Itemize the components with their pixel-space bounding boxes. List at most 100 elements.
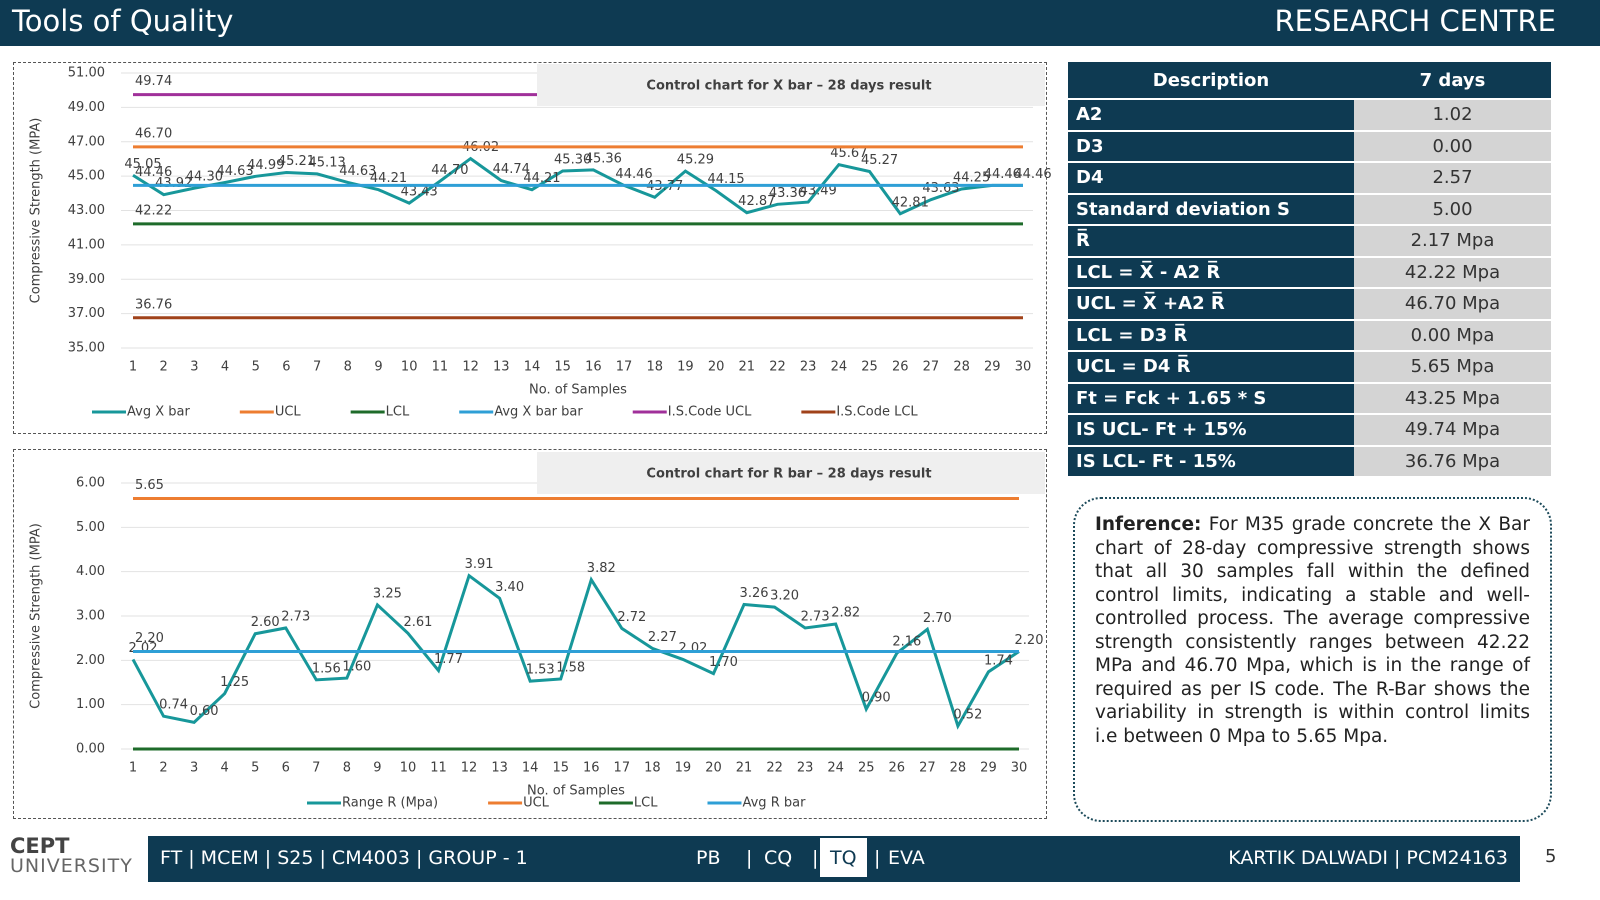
nav-item[interactable]: PB — [696, 847, 721, 869]
row-label: Ft = Fck + 1.65 * S — [1068, 383, 1354, 413]
data-label: 3.20 — [770, 589, 799, 604]
limit-label: 42.22 — [135, 203, 172, 218]
x-tick-label: 22 — [769, 360, 786, 375]
data-label: 45.21 — [278, 154, 315, 169]
footer-bar: FT | MCEM | S25 | CM4003 | GROUP - 1 PB … — [148, 836, 1520, 882]
y-tick-label: 35.00 — [68, 341, 105, 356]
y-tick-label: 41.00 — [68, 237, 105, 252]
x-tick-label: 29 — [980, 761, 997, 776]
data-label: 42.81 — [892, 195, 929, 210]
table-row: IS LCL- Ft - 15% 36.76 Mpa — [1068, 446, 1551, 476]
x-tick-label: 18 — [644, 761, 661, 776]
x-tick-label: 28 — [953, 360, 970, 375]
row-value: 0.00 — [1354, 131, 1551, 161]
data-label: 1.53 — [526, 663, 555, 678]
row-label: UCL = D4 R̅ — [1068, 352, 1354, 382]
data-label: 0.60 — [190, 704, 219, 719]
x-tick-label: 20 — [705, 761, 722, 776]
nav-item-active[interactable]: TQ — [820, 838, 867, 877]
y-axis-label: Compressive Strength (MPA) — [29, 523, 44, 709]
x-tick-label: 14 — [524, 360, 541, 375]
data-label: 43.92 — [155, 176, 192, 191]
x-tick-label: 20 — [708, 360, 725, 375]
row-label: IS LCL- Ft - 15% — [1068, 446, 1354, 476]
data-label: 44.15 — [707, 172, 744, 187]
legend-label: LCL — [634, 796, 658, 811]
title-box — [537, 452, 1045, 494]
data-label: 44.74 — [493, 162, 530, 177]
table-row: Standard deviation S 5.00 — [1068, 194, 1551, 224]
x-tick-label: 13 — [491, 761, 508, 776]
chart-title: Control chart for X bar – 28 days result — [646, 79, 931, 94]
nav-sep: | — [874, 847, 881, 869]
data-label: 44.46 — [1014, 167, 1051, 182]
limit-label: 44.46 — [135, 165, 172, 180]
logo-text: CEPT — [10, 834, 70, 858]
x-tick-label: 13 — [493, 360, 510, 375]
y-tick-label: 3.00 — [76, 609, 105, 624]
charts: 35.0037.0039.0041.0043.0045.0047.0049.00… — [29, 64, 1052, 811]
logo-sub: UNIVERSITY — [10, 855, 133, 877]
table-header: 7 days — [1354, 62, 1551, 98]
data-label: 43.36 — [769, 186, 806, 201]
chart-frame — [13, 449, 1047, 819]
x-tick-label: 6 — [282, 761, 290, 776]
y-tick-label: 39.00 — [68, 272, 105, 287]
legend-label: I.S.Code LCL — [836, 405, 918, 420]
y-tick-label: 51.00 — [68, 66, 105, 81]
data-label: 44.21 — [370, 171, 407, 186]
data-label: 44.46 — [984, 167, 1021, 182]
x-tick-label: 3 — [190, 761, 198, 776]
x-tick-label: 24 — [831, 360, 848, 375]
data-label: 1.77 — [434, 652, 463, 667]
data-label: 1.58 — [556, 660, 585, 675]
inference-label: Inference: — [1095, 514, 1202, 535]
x-tick-label: 25 — [858, 761, 875, 776]
data-label: 44.25 — [953, 171, 990, 186]
limit-label: 49.74 — [135, 74, 172, 89]
data-label: 1.74 — [984, 653, 1013, 668]
legend-label: Avg R bar — [742, 796, 806, 811]
y-tick-label: 37.00 — [68, 306, 105, 321]
legend-label: LCL — [386, 405, 410, 420]
x-tick-label: 21 — [736, 761, 753, 776]
y-tick-label: 45.00 — [68, 169, 105, 184]
inference-text: For M35 grade concrete the X Bar chart o… — [1095, 514, 1530, 747]
data-label: 44.70 — [431, 163, 468, 178]
header-bar: Tools of Quality RESEARCH CENTRE — [0, 0, 1600, 46]
data-label: 45.67 — [830, 146, 867, 161]
x-tick-label: 15 — [552, 761, 569, 776]
row-value: 0.00 Mpa — [1354, 320, 1551, 350]
x-tick-label: 4 — [221, 360, 229, 375]
row-label: A2 — [1068, 100, 1354, 130]
y-tick-label: 6.00 — [76, 476, 105, 491]
y-tick-label: 47.00 — [68, 134, 105, 149]
page-number: 5 — [1545, 846, 1557, 867]
footer-course: FT | MCEM | S25 | CM4003 | GROUP - 1 — [160, 847, 528, 869]
footer-author: KARTIK DALWADI | PCM24163 — [1228, 847, 1508, 869]
x-tick-label: 5 — [251, 761, 259, 776]
limit-label: 5.65 — [135, 478, 164, 493]
x-axis-label: No. of Samples — [529, 383, 627, 398]
data-label: 44.99 — [247, 158, 284, 173]
nav-item[interactable]: CQ — [764, 847, 793, 869]
x-tick-label: 11 — [432, 360, 449, 375]
nav-item[interactable]: EVA — [888, 847, 925, 869]
table-row: Ft = Fck + 1.65 * S 43.25 Mpa — [1068, 383, 1551, 413]
x-tick-label: 17 — [614, 761, 631, 776]
data-label: 2.61 — [403, 615, 432, 630]
data-label: 43.49 — [800, 184, 837, 199]
row-label: D4 — [1068, 163, 1354, 193]
legend-label: UCL — [523, 796, 550, 811]
data-label: 2.60 — [251, 615, 280, 630]
x-tick-label: 27 — [919, 761, 936, 776]
limit-label: 36.76 — [135, 297, 172, 312]
x-tick-label: 3 — [190, 360, 198, 375]
data-label: 3.82 — [587, 561, 616, 576]
legend-label: I.S.Code UCL — [668, 405, 752, 420]
x-tick-label: 15 — [554, 360, 571, 375]
legend-label: Range R (Mpa) — [342, 796, 438, 811]
data-label: 2.27 — [648, 630, 677, 645]
nav-sep: | — [812, 847, 819, 869]
data-label: 45.13 — [309, 155, 346, 170]
